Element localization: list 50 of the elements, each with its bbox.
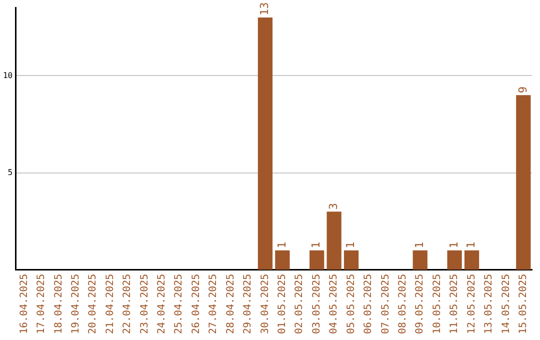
x-tick-label: 13.05.2025 bbox=[484, 274, 495, 334]
x-tick-label: 24.04.2025 bbox=[156, 274, 168, 334]
x-tick-label: 22.04.2025 bbox=[122, 274, 134, 334]
x-tick-label: 12.05.2025 bbox=[466, 274, 478, 334]
x-tick-label: 01.05.2025 bbox=[277, 274, 288, 334]
bar bbox=[275, 250, 290, 270]
x-tick-label: 25.04.2025 bbox=[174, 274, 185, 334]
x-tick-label: 05.05.2025 bbox=[346, 274, 357, 334]
data-label: 9 bbox=[516, 86, 530, 94]
data-label: 1 bbox=[275, 242, 288, 248]
bar bbox=[258, 18, 273, 270]
x-tick-label: 28.04.2025 bbox=[225, 274, 236, 334]
x-tick-label: 11.05.2025 bbox=[449, 274, 460, 334]
data-label: 3 bbox=[326, 202, 340, 210]
x-tick-label: 19.04.2025 bbox=[70, 274, 82, 334]
x-tick-label: 26.04.2025 bbox=[190, 274, 202, 334]
x-tick-label: 15.05.2025 bbox=[518, 274, 529, 334]
x-tick-label: 23.04.2025 bbox=[139, 274, 150, 334]
bar bbox=[516, 95, 531, 270]
data-label: 13 bbox=[258, 2, 272, 16]
x-tick-label: 06.05.2025 bbox=[363, 274, 374, 334]
x-tick-label: 21.04.2025 bbox=[104, 274, 116, 334]
x-tick-label: 02.05.2025 bbox=[294, 274, 306, 334]
x-tick-label: 03.05.2025 bbox=[311, 274, 322, 334]
x-tick-label: 10.05.2025 bbox=[432, 274, 443, 334]
bar bbox=[412, 250, 428, 270]
x-tick-label: 20.04.2025 bbox=[88, 274, 99, 334]
bar bbox=[326, 212, 342, 270]
x-tick-label: 16.04.2025 bbox=[18, 274, 30, 334]
x-tick-label: 08.05.2025 bbox=[398, 274, 408, 334]
x-tick-label: 18.04.2025 bbox=[53, 274, 64, 334]
bar bbox=[464, 250, 480, 270]
x-tick-label: 14.05.2025 bbox=[500, 274, 512, 334]
x-tick-label: 27.04.2025 bbox=[208, 274, 220, 334]
data-label: 1 bbox=[310, 242, 323, 248]
x-tick-label: 17.04.2025 bbox=[36, 274, 48, 334]
data-label: 1 bbox=[344, 242, 358, 248]
data-label: 1 bbox=[412, 242, 426, 248]
data-label: 1 bbox=[447, 242, 460, 248]
x-tick-label: 30.04.2025 bbox=[260, 274, 271, 334]
data-label: 1 bbox=[464, 242, 478, 248]
bar bbox=[310, 250, 324, 270]
y-tick-label: 10 bbox=[2, 70, 13, 80]
bar bbox=[447, 250, 462, 270]
y-tick-label: 5 bbox=[8, 168, 13, 177]
x-tick-label: 04.05.2025 bbox=[328, 274, 340, 334]
x-tick-label: 29.04.2025 bbox=[242, 274, 254, 334]
x-tick-label: 09.05.2025 bbox=[414, 274, 426, 334]
bar bbox=[344, 250, 359, 270]
x-tick-label: 07.05.2025 bbox=[380, 274, 392, 334]
